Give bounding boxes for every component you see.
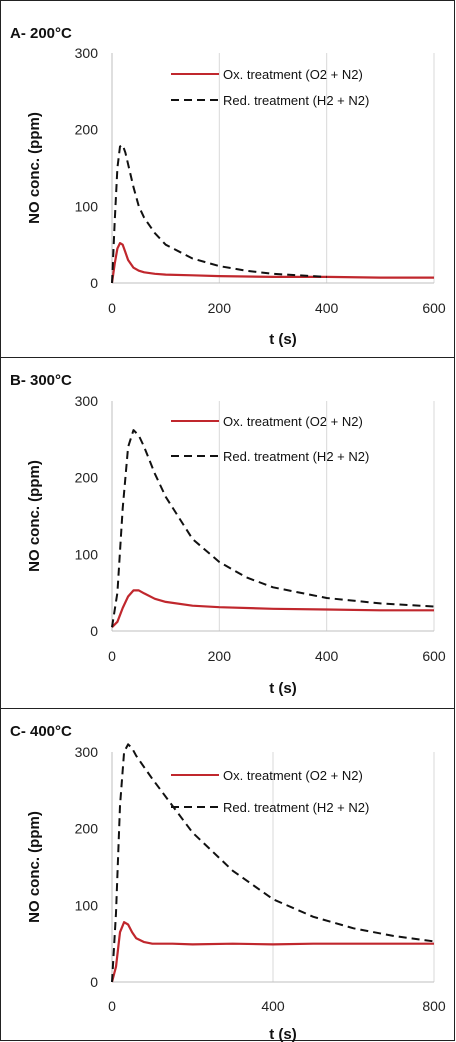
y-tick-label: 0 — [90, 974, 98, 990]
series-line-ox-treatment — [110, 921, 434, 983]
y-tick-label: 100 — [75, 198, 99, 214]
legend-label: Red. treatment (H2 + N2) — [223, 800, 369, 815]
y-tick-label: 0 — [90, 275, 98, 291]
x-tick-label: 400 — [261, 998, 285, 1014]
x-tick-label: 0 — [108, 648, 116, 664]
y-tick-label: 300 — [75, 45, 99, 61]
y-tick-label: 300 — [75, 393, 99, 409]
panel-a: A- 200°C 0 100 200 300 0 200 400 600 t (s) NO conc… — [0, 0, 455, 358]
y-tick-label: 200 — [75, 821, 99, 837]
chart-c: C- 400°C 0 100 200 300 0 400 800 t (s) NO conc. (… — [10, 723, 446, 1042]
panel-title: C- 400°C — [10, 723, 72, 740]
y-axis-label: NO conc. (ppm) — [26, 811, 43, 923]
chart-a: A- 200°C 0 100 200 300 0 200 400 600 t (s) NO conc… — [10, 25, 446, 348]
series-line-red-treatment — [111, 144, 327, 284]
legend-label: Red. treatment (H2 + N2) — [223, 93, 369, 108]
legend-label: Ox. treatment (O2 + N2) — [223, 67, 363, 82]
panel-b: B- 300°C 0 100 200 300 0 200 400 600 t (s) NO conc… — [0, 357, 455, 709]
x-tick-label: 200 — [208, 300, 232, 316]
y-tick-label: 100 — [75, 546, 99, 562]
legend-label: Ox. treatment (O2 + N2) — [223, 768, 363, 783]
x-tick-label: 800 — [422, 998, 446, 1014]
series-line-red-treatment — [111, 429, 435, 628]
panel-title: B- 300°C — [10, 372, 72, 389]
x-tick-label: 0 — [108, 300, 116, 316]
y-tick-label: 100 — [75, 897, 99, 913]
series-line-red-treatment — [111, 743, 435, 983]
panel-title: A- 200°C — [10, 25, 72, 42]
y-axis-label: NO conc. (ppm) — [26, 112, 43, 224]
y-tick-label: 0 — [90, 623, 98, 639]
y-axis-label: NO conc. (ppm) — [26, 460, 43, 572]
x-tick-label: 600 — [422, 300, 446, 316]
x-axis-label: t (s) — [269, 331, 297, 348]
x-tick-label: 400 — [315, 648, 339, 664]
x-tick-label: 400 — [315, 300, 339, 316]
x-axis-label: t (s) — [269, 1026, 297, 1042]
x-tick-label: 200 — [208, 648, 232, 664]
legend-label: Ox. treatment (O2 + N2) — [223, 414, 363, 429]
legend-label: Red. treatment (H2 + N2) — [223, 449, 369, 464]
x-tick-label: 600 — [422, 648, 446, 664]
y-tick-label: 200 — [75, 122, 99, 138]
series-line-ox-treatment — [110, 242, 434, 284]
chart-b: B- 300°C 0 100 200 300 0 200 400 600 t (s) NO conc… — [10, 372, 446, 697]
y-tick-label: 300 — [75, 744, 99, 760]
x-tick-label: 0 — [108, 998, 116, 1014]
panel-c: C- 400°C 0 100 200 300 0 400 800 t (s) NO conc. (… — [0, 708, 455, 1042]
y-tick-label: 200 — [75, 470, 99, 486]
series-line-ox-treatment — [111, 589, 434, 628]
x-axis-label: t (s) — [269, 680, 297, 697]
